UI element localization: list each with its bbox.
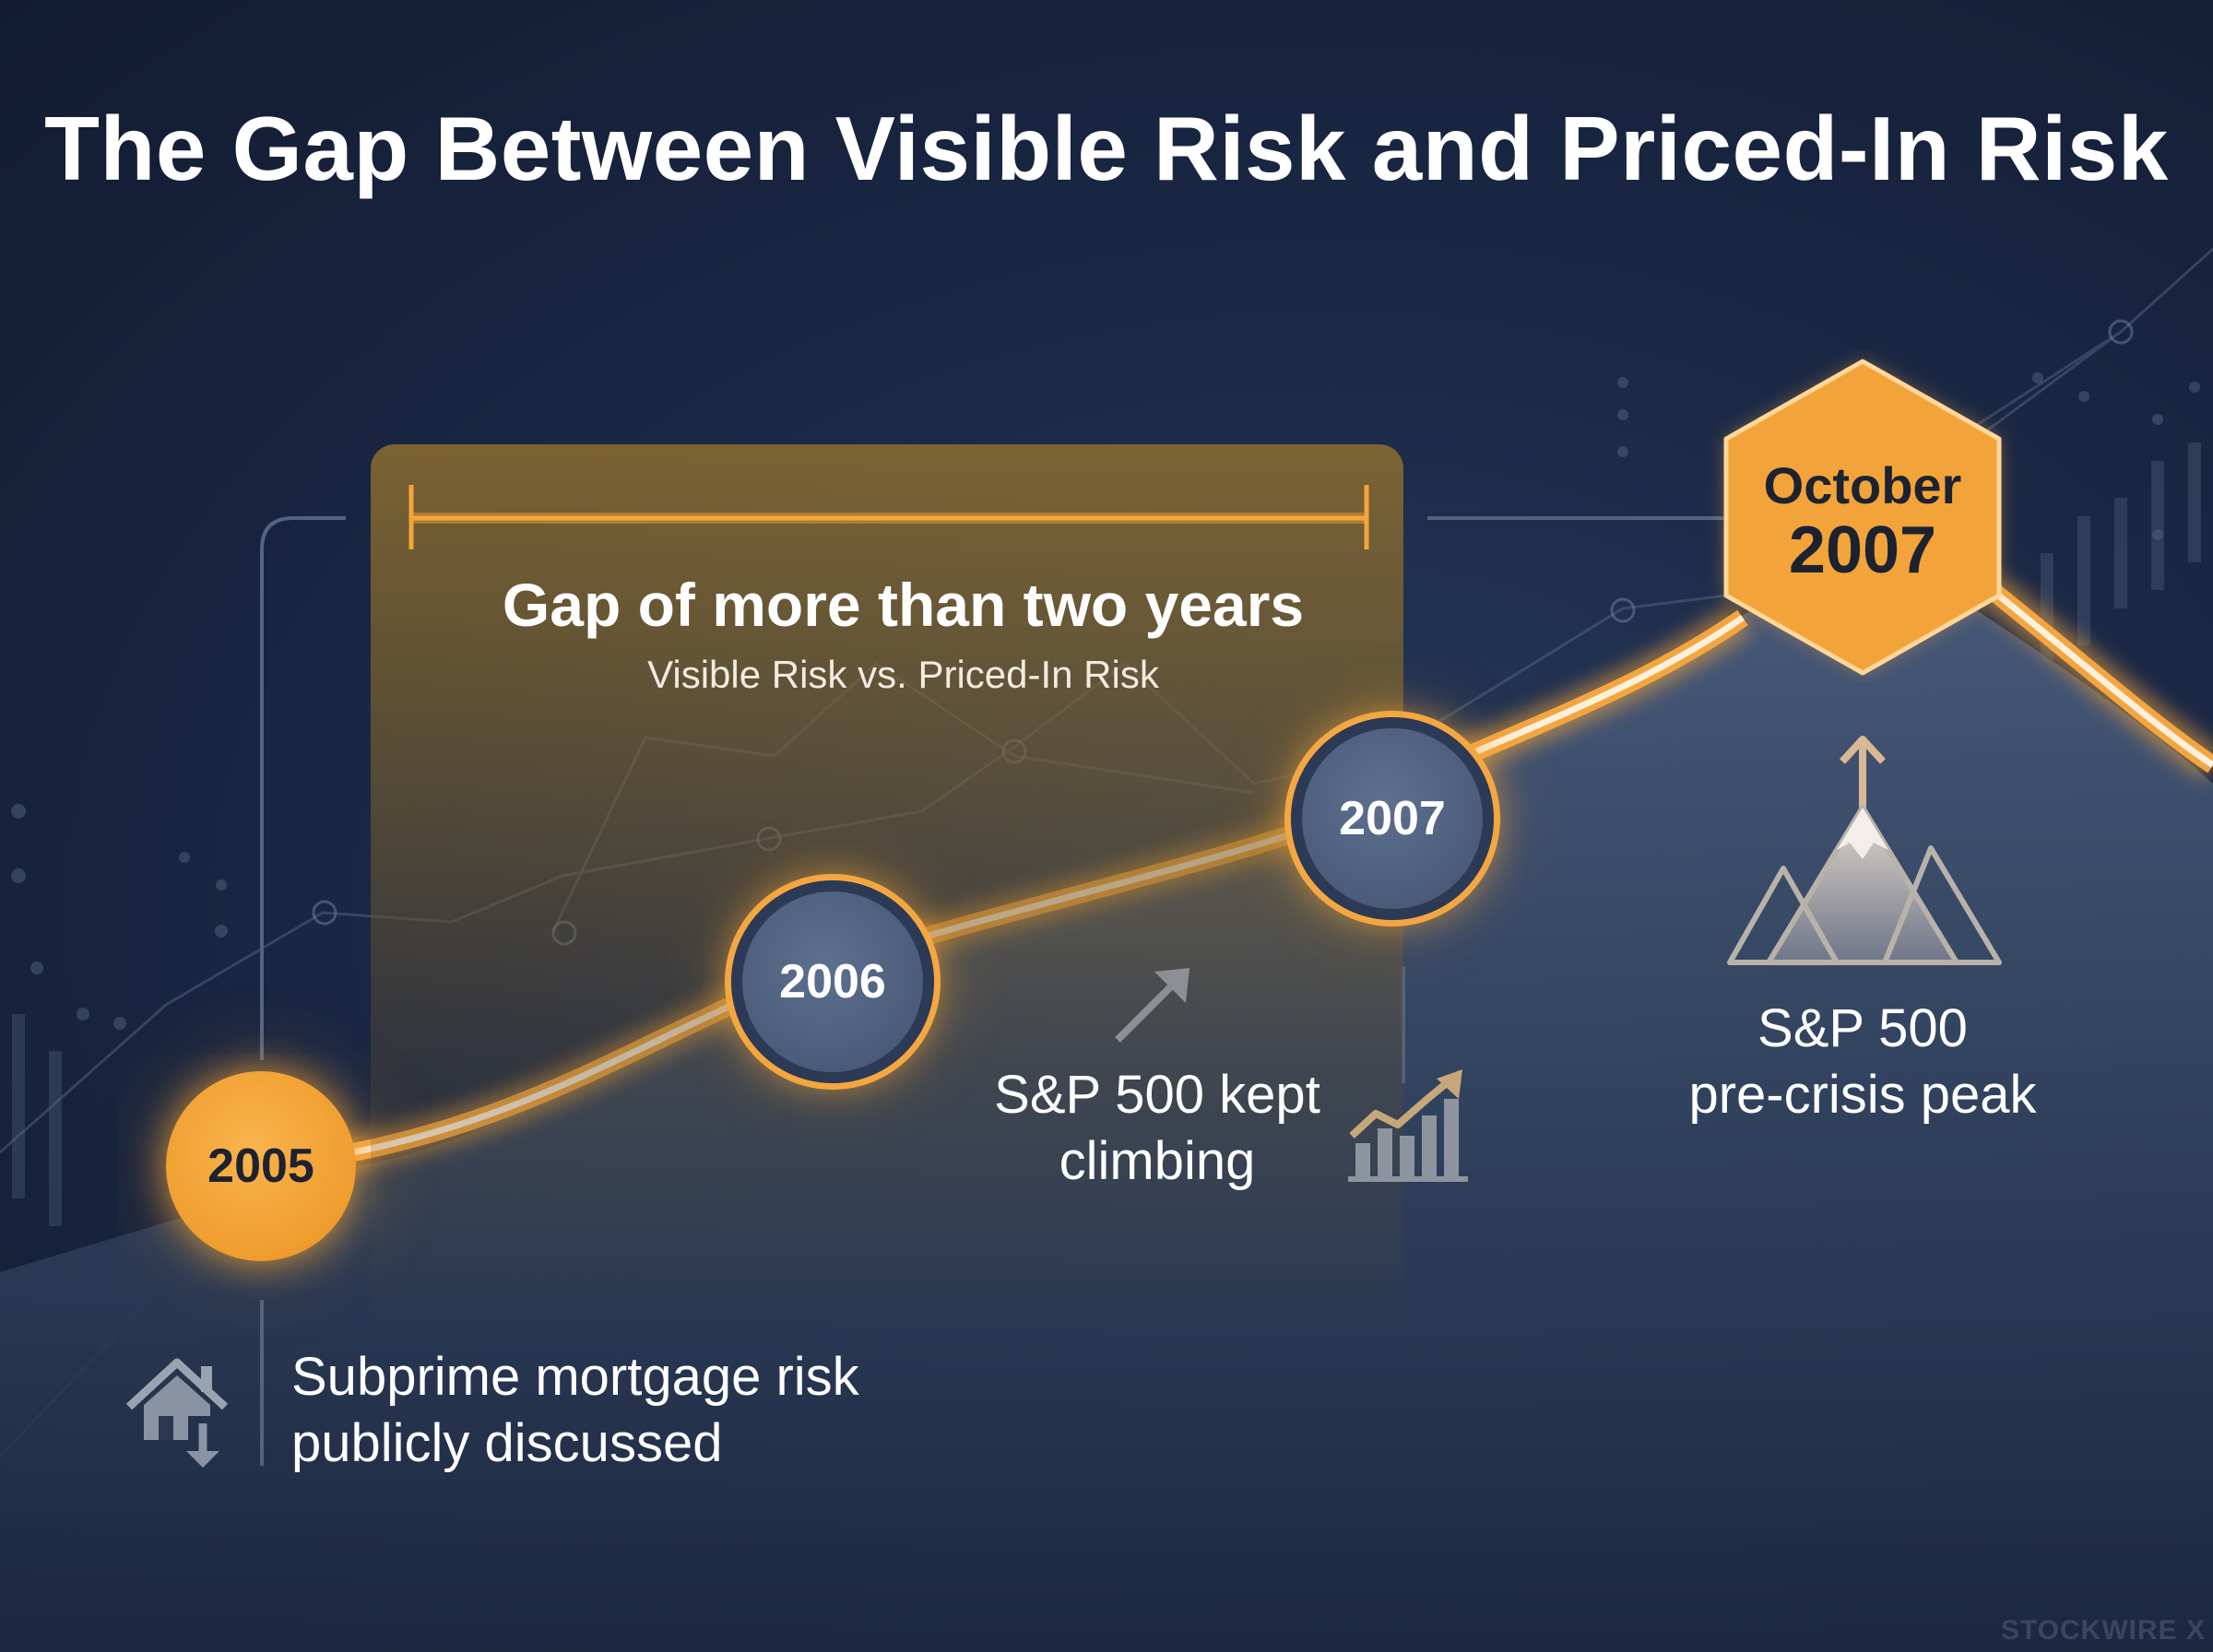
subprime-caption-line-1: Subprime mortgage risk xyxy=(291,1347,859,1407)
peak-month: October xyxy=(1763,456,1962,514)
connector-lines xyxy=(260,516,1726,1466)
milestone-2006-year: 2006 xyxy=(779,955,886,1009)
milestone-2005-node: 2005 xyxy=(166,1071,356,1261)
milestone-2005-year: 2005 xyxy=(207,1139,314,1193)
subprime-caption-line-2: publicly discussed xyxy=(291,1413,723,1473)
peak-year: 2007 xyxy=(1788,513,1937,587)
milestone-2007-year: 2007 xyxy=(1339,792,1446,845)
gap-span-bracket xyxy=(408,485,1369,549)
gap-title: Gap of more than two years xyxy=(502,571,1305,639)
peak-hexagon xyxy=(1723,359,2002,676)
background-candles xyxy=(12,442,2201,1226)
milestone-2007-node: 2007 xyxy=(1291,717,1494,920)
page-title: The Gap Between Visible Risk and Priced-… xyxy=(44,98,2169,199)
mountain-peak-icon xyxy=(1727,736,2002,965)
gap-subtitle: Visible Risk vs. Priced-In Risk xyxy=(647,653,1159,696)
milestone-2006-node: 2006 xyxy=(731,880,934,1083)
gap-highlight-box xyxy=(371,444,1403,1329)
background-dots xyxy=(11,372,2200,1030)
brand-logo: STOCKWIRE X xyxy=(2000,1615,2206,1646)
peak-caption: S&P 500 pre-crisis peak xyxy=(1641,996,2084,1128)
climbing-caption: S&P 500 kept climbing xyxy=(959,1062,1355,1195)
peak-caption-line-2: pre-crisis peak xyxy=(1688,1065,2037,1125)
house-down-icon xyxy=(125,1358,229,1468)
subprime-caption: Subprime mortgage risk publicly discusse… xyxy=(291,1344,937,1477)
peak-caption-line-1: S&P 500 xyxy=(1757,998,1968,1058)
climbing-caption-line-2: climbing xyxy=(1059,1131,1256,1191)
rising-bars-icon xyxy=(1348,1069,1468,1182)
climbing-caption-line-1: S&P 500 kept xyxy=(994,1065,1320,1125)
rising-arrow-icon xyxy=(1115,968,1189,1043)
